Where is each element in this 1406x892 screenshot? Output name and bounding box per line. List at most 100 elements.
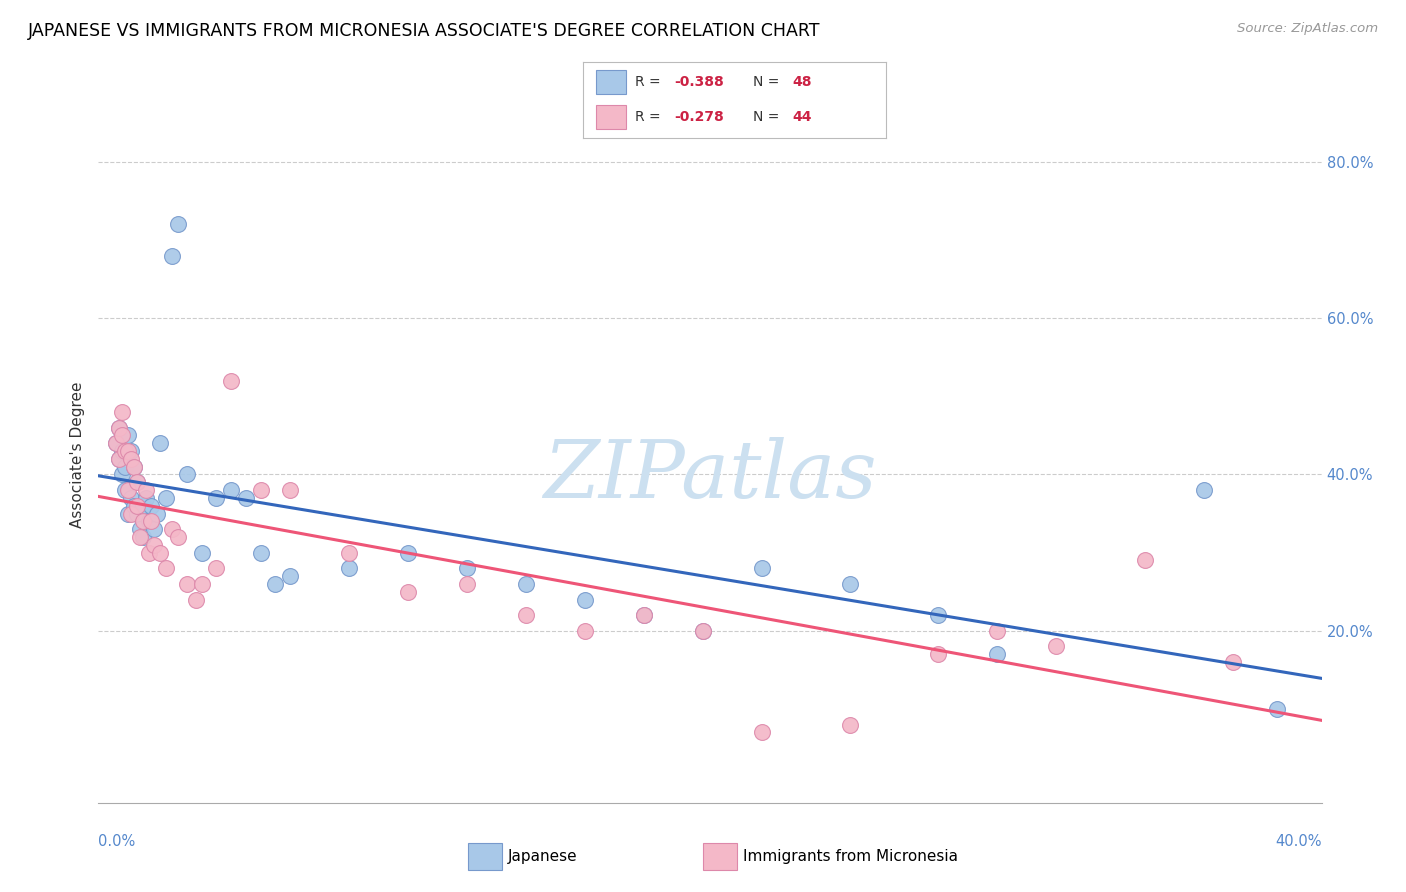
Text: Immigrants from Micronesia: Immigrants from Micronesia bbox=[744, 849, 959, 863]
Point bbox=[160, 522, 183, 536]
Point bbox=[143, 522, 166, 536]
Point bbox=[122, 499, 145, 513]
Point bbox=[160, 249, 183, 263]
Text: -0.388: -0.388 bbox=[675, 75, 724, 89]
Point bbox=[927, 647, 949, 661]
Point bbox=[219, 374, 242, 388]
Point bbox=[456, 561, 478, 575]
Point bbox=[190, 577, 212, 591]
Point bbox=[108, 420, 131, 434]
Point bbox=[114, 444, 136, 458]
Point bbox=[149, 546, 172, 560]
Point bbox=[1045, 640, 1067, 654]
Point bbox=[751, 561, 773, 575]
Point bbox=[146, 507, 169, 521]
Point bbox=[125, 475, 148, 490]
Point bbox=[155, 491, 177, 505]
Point bbox=[155, 561, 177, 575]
Point bbox=[105, 436, 128, 450]
Bar bbox=[596, 70, 626, 95]
Point bbox=[278, 569, 301, 583]
Point bbox=[138, 546, 160, 560]
Point bbox=[135, 491, 157, 505]
Point bbox=[633, 608, 655, 623]
Point bbox=[135, 483, 157, 497]
Point bbox=[249, 483, 271, 497]
Point bbox=[176, 577, 198, 591]
Point bbox=[149, 436, 172, 450]
Point bbox=[120, 491, 142, 505]
Point bbox=[337, 546, 360, 560]
Point bbox=[278, 483, 301, 497]
Point bbox=[751, 725, 773, 739]
Point bbox=[128, 522, 150, 536]
Point bbox=[205, 491, 228, 505]
Point bbox=[167, 217, 190, 231]
Point bbox=[117, 483, 139, 497]
Point bbox=[249, 546, 271, 560]
Point bbox=[143, 538, 166, 552]
Point bbox=[205, 561, 228, 575]
Text: R =: R = bbox=[636, 75, 665, 89]
Point bbox=[120, 451, 142, 466]
Point bbox=[456, 577, 478, 591]
Text: ZIPatlas: ZIPatlas bbox=[543, 437, 877, 515]
Text: N =: N = bbox=[752, 75, 783, 89]
Point bbox=[105, 436, 128, 450]
Point bbox=[111, 405, 134, 419]
Text: R =: R = bbox=[636, 110, 665, 124]
Point bbox=[574, 592, 596, 607]
Point bbox=[111, 444, 134, 458]
Point bbox=[108, 451, 131, 466]
Text: Source: ZipAtlas.com: Source: ZipAtlas.com bbox=[1237, 22, 1378, 36]
Point bbox=[184, 592, 207, 607]
Point bbox=[839, 717, 862, 731]
Point bbox=[235, 491, 257, 505]
Point bbox=[337, 561, 360, 575]
Text: JAPANESE VS IMMIGRANTS FROM MICRONESIA ASSOCIATE'S DEGREE CORRELATION CHART: JAPANESE VS IMMIGRANTS FROM MICRONESIA A… bbox=[28, 22, 821, 40]
Point bbox=[125, 499, 148, 513]
Point bbox=[264, 577, 287, 591]
Point bbox=[108, 420, 131, 434]
Point bbox=[986, 647, 1008, 661]
Point bbox=[122, 459, 145, 474]
Text: Japanese: Japanese bbox=[508, 849, 578, 863]
Point bbox=[111, 428, 134, 442]
Point bbox=[141, 499, 163, 513]
Point bbox=[131, 499, 153, 513]
Point bbox=[128, 530, 150, 544]
Point bbox=[692, 624, 714, 638]
Point bbox=[633, 608, 655, 623]
Text: -0.278: -0.278 bbox=[675, 110, 724, 124]
Text: 40.0%: 40.0% bbox=[1275, 834, 1322, 849]
Point bbox=[396, 546, 419, 560]
Point bbox=[927, 608, 949, 623]
Point bbox=[839, 577, 862, 591]
Point bbox=[574, 624, 596, 638]
Point bbox=[515, 577, 537, 591]
Point bbox=[1133, 553, 1156, 567]
Point bbox=[125, 475, 148, 490]
Point bbox=[190, 546, 212, 560]
Point bbox=[986, 624, 1008, 638]
Point bbox=[692, 624, 714, 638]
Point bbox=[120, 507, 142, 521]
Point bbox=[1192, 483, 1215, 497]
Y-axis label: Associate's Degree: Associate's Degree bbox=[70, 382, 86, 528]
Point bbox=[117, 444, 139, 458]
Point bbox=[219, 483, 242, 497]
Point bbox=[108, 451, 131, 466]
Point bbox=[515, 608, 537, 623]
Bar bbox=[468, 843, 502, 870]
Point bbox=[141, 514, 163, 528]
Text: N =: N = bbox=[752, 110, 783, 124]
Point bbox=[120, 444, 142, 458]
Point bbox=[396, 584, 419, 599]
Point bbox=[138, 514, 160, 528]
Text: 0.0%: 0.0% bbox=[98, 834, 135, 849]
Point bbox=[114, 459, 136, 474]
Point bbox=[122, 459, 145, 474]
Point bbox=[1222, 655, 1244, 669]
Point bbox=[131, 514, 153, 528]
Point bbox=[117, 428, 139, 442]
